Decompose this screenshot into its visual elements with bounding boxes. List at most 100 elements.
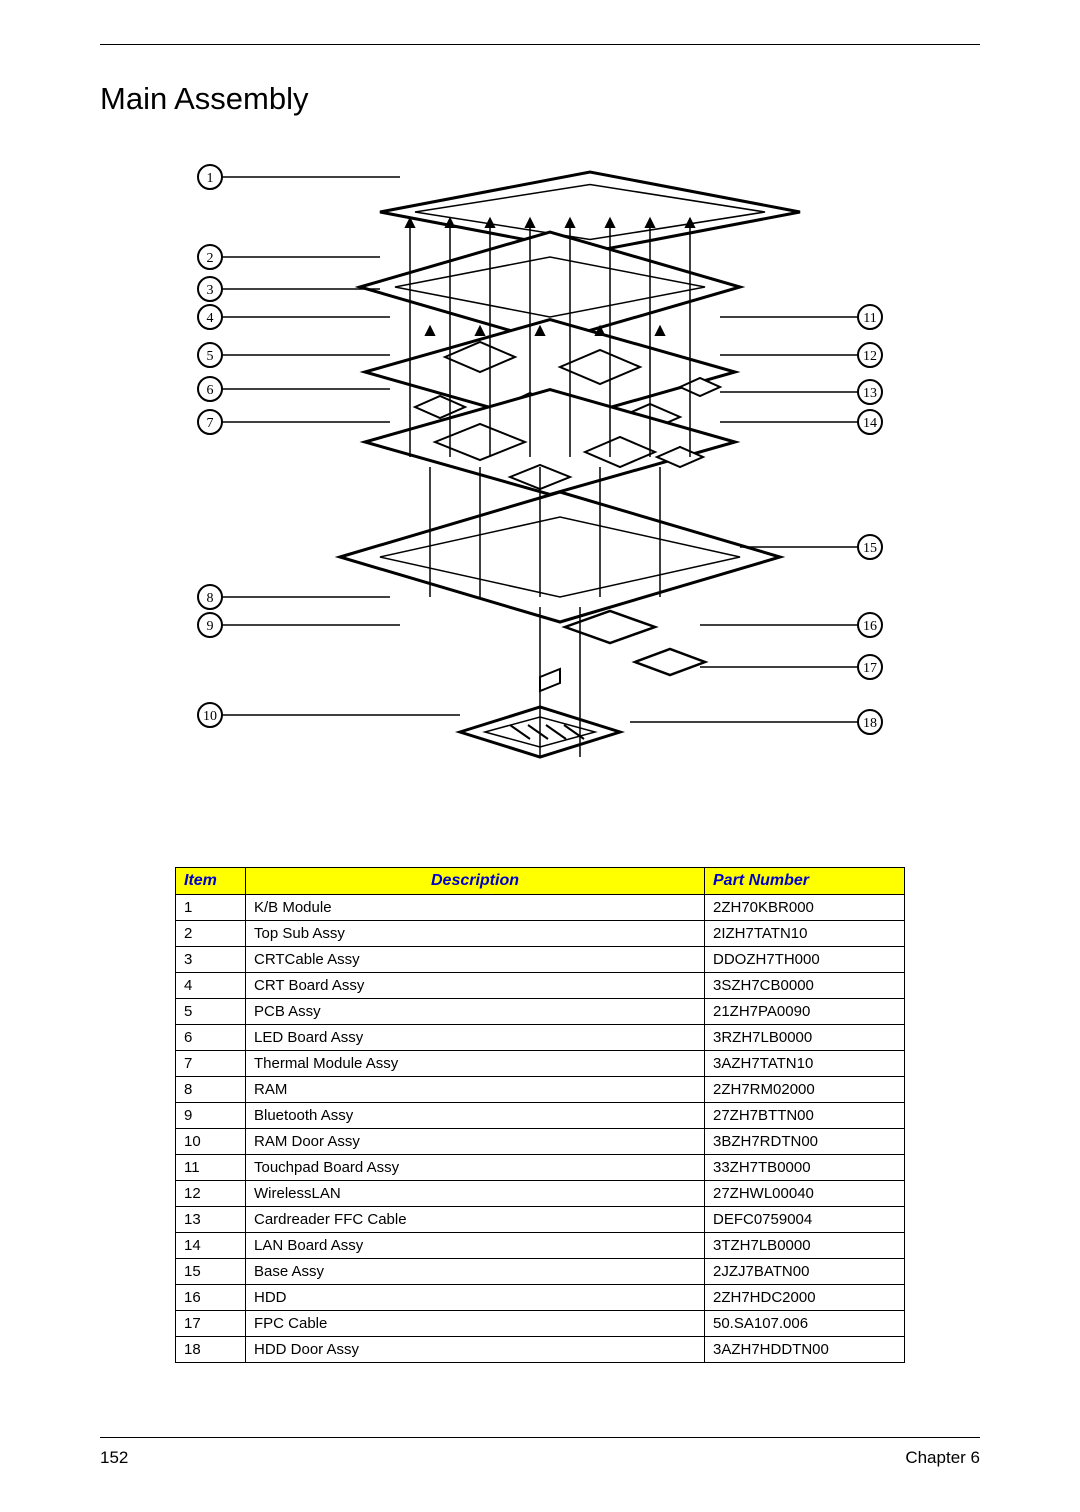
callout-label: 9: [207, 619, 214, 634]
table-row: 5PCB Assy21ZH7PA0090: [176, 999, 905, 1025]
cell-description: LAN Board Assy: [246, 1233, 705, 1259]
cell-partnumber: 2JZJ7BATN00: [705, 1259, 905, 1285]
table-row: 8RAM2ZH7RM02000: [176, 1077, 905, 1103]
exploded-diagram: 12345678910 1112131415161718: [180, 157, 900, 797]
table-row: 7Thermal Module Assy3AZH7TATN10: [176, 1051, 905, 1077]
callout-label: 15: [863, 541, 877, 556]
callout-label: 17: [863, 661, 877, 676]
cell-description: Base Assy: [246, 1259, 705, 1285]
callout-label: 8: [207, 591, 214, 606]
table-row: 14LAN Board Assy3TZH7LB0000: [176, 1233, 905, 1259]
cell-partnumber: 33ZH7TB0000: [705, 1155, 905, 1181]
cell-item: 5: [176, 999, 246, 1025]
callout-label: 11: [863, 311, 876, 326]
table-row: 18HDD Door Assy3AZH7HDDTN00: [176, 1337, 905, 1363]
col-description: Description: [246, 868, 705, 895]
table-row: 1K/B Module2ZH70KBR000: [176, 895, 905, 921]
callout-label: 6: [207, 383, 214, 398]
cell-partnumber: 3AZH7HDDTN00: [705, 1337, 905, 1363]
cell-description: RAM: [246, 1077, 705, 1103]
table-row: 11Touchpad Board Assy33ZH7TB0000: [176, 1155, 905, 1181]
callout-label: 12: [863, 349, 877, 364]
col-partnumber: Part Number: [705, 868, 905, 895]
table-row: 16HDD2ZH7HDC2000: [176, 1285, 905, 1311]
cell-partnumber: 3RZH7LB0000: [705, 1025, 905, 1051]
cell-item: 3: [176, 947, 246, 973]
cell-description: Touchpad Board Assy: [246, 1155, 705, 1181]
cell-partnumber: 2ZH7RM02000: [705, 1077, 905, 1103]
cell-item: 16: [176, 1285, 246, 1311]
callout-label: 2: [207, 251, 214, 266]
page-number: 152: [100, 1448, 128, 1468]
cell-partnumber: 21ZH7PA0090: [705, 999, 905, 1025]
cell-item: 4: [176, 973, 246, 999]
cell-partnumber: 2ZH70KBR000: [705, 895, 905, 921]
cell-description: K/B Module: [246, 895, 705, 921]
cell-description: LED Board Assy: [246, 1025, 705, 1051]
cell-partnumber: 3TZH7LB0000: [705, 1233, 905, 1259]
table-row: 12WirelessLAN27ZHWL00040: [176, 1181, 905, 1207]
cell-partnumber: 3BZH7RDTN00: [705, 1129, 905, 1155]
cell-partnumber: DEFC0759004: [705, 1207, 905, 1233]
cell-item: 7: [176, 1051, 246, 1077]
table-row: 4CRT Board Assy3SZH7CB0000: [176, 973, 905, 999]
cell-description: RAM Door Assy: [246, 1129, 705, 1155]
callout-label: 5: [207, 349, 214, 364]
callout-label: 18: [863, 716, 877, 731]
callout-label: 16: [863, 619, 877, 634]
cell-item: 18: [176, 1337, 246, 1363]
table-row: 9Bluetooth Assy27ZH7BTTN00: [176, 1103, 905, 1129]
cell-item: 9: [176, 1103, 246, 1129]
cell-description: FPC Cable: [246, 1311, 705, 1337]
cell-partnumber: 2IZH7TATN10: [705, 921, 905, 947]
table-row: 6LED Board Assy3RZH7LB0000: [176, 1025, 905, 1051]
table-row: 10RAM Door Assy3BZH7RDTN00: [176, 1129, 905, 1155]
cell-item: 15: [176, 1259, 246, 1285]
callout-label: 13: [863, 386, 877, 401]
cell-item: 14: [176, 1233, 246, 1259]
callout-label: 3: [207, 283, 214, 298]
cell-item: 12: [176, 1181, 246, 1207]
cell-partnumber: 27ZH7BTTN00: [705, 1103, 905, 1129]
col-item: Item: [176, 868, 246, 895]
cell-partnumber: 50.SA107.006: [705, 1311, 905, 1337]
cell-description: Bluetooth Assy: [246, 1103, 705, 1129]
cell-partnumber: 2ZH7HDC2000: [705, 1285, 905, 1311]
cell-item: 10: [176, 1129, 246, 1155]
cell-description: HDD: [246, 1285, 705, 1311]
callout-label: 1: [207, 171, 214, 186]
page-title: Main Assembly: [100, 81, 980, 117]
callout-label: 4: [207, 311, 214, 326]
table-row: 3CRTCable AssyDDOZH7TH000: [176, 947, 905, 973]
page-footer: 152 Chapter 6: [100, 1437, 980, 1468]
table-row: 17FPC Cable50.SA107.006: [176, 1311, 905, 1337]
table-row: 13Cardreader FFC CableDEFC0759004: [176, 1207, 905, 1233]
cell-partnumber: 27ZHWL00040: [705, 1181, 905, 1207]
cell-item: 11: [176, 1155, 246, 1181]
callout-label: 7: [207, 416, 214, 431]
callout-label: 14: [863, 416, 877, 431]
cell-description: CRT Board Assy: [246, 973, 705, 999]
cell-description: PCB Assy: [246, 999, 705, 1025]
cell-description: Thermal Module Assy: [246, 1051, 705, 1077]
cell-description: HDD Door Assy: [246, 1337, 705, 1363]
callout-label: 10: [203, 709, 217, 724]
top-rule: [100, 44, 980, 45]
cell-item: 1: [176, 895, 246, 921]
cell-item: 6: [176, 1025, 246, 1051]
cell-item: 13: [176, 1207, 246, 1233]
table-row: 2Top Sub Assy2IZH7TATN10: [176, 921, 905, 947]
cell-description: CRTCable Assy: [246, 947, 705, 973]
cell-partnumber: 3SZH7CB0000: [705, 973, 905, 999]
parts-table: Item Description Part Number 1K/B Module…: [175, 867, 905, 1363]
cell-description: Cardreader FFC Cable: [246, 1207, 705, 1233]
cell-partnumber: 3AZH7TATN10: [705, 1051, 905, 1077]
chapter-label: Chapter 6: [905, 1448, 980, 1468]
cell-description: WirelessLAN: [246, 1181, 705, 1207]
cell-partnumber: DDOZH7TH000: [705, 947, 905, 973]
cell-description: Top Sub Assy: [246, 921, 705, 947]
cell-item: 2: [176, 921, 246, 947]
cell-item: 8: [176, 1077, 246, 1103]
cell-item: 17: [176, 1311, 246, 1337]
table-row: 15Base Assy2JZJ7BATN00: [176, 1259, 905, 1285]
